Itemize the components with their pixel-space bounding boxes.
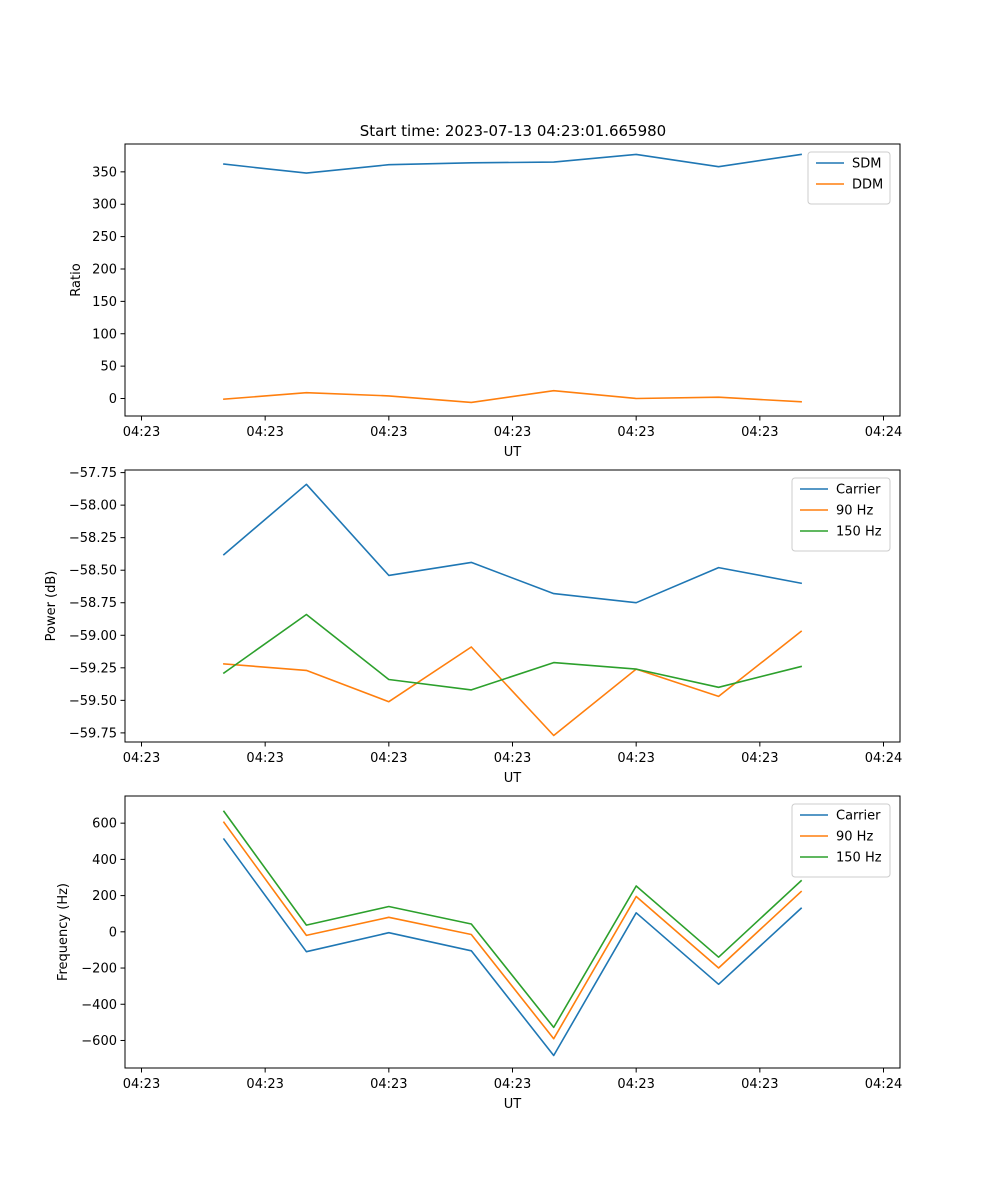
series-line-150-hz	[222, 613, 803, 691]
y-tick-label: −57.75	[69, 466, 117, 481]
x-tick-label: 04:23	[741, 751, 778, 766]
x-tick-label: 04:23	[741, 425, 778, 440]
series-line-carrier	[222, 837, 803, 1057]
x-axis-label: UT	[504, 771, 522, 786]
x-tick-label: 04:23	[494, 751, 531, 766]
legend-label: 90 Hz	[836, 830, 873, 845]
y-tick-label: 0	[109, 392, 117, 407]
legend-label: 150 Hz	[836, 525, 882, 540]
x-tick-label: 04:23	[494, 1077, 531, 1092]
y-tick-label: −59.25	[69, 661, 117, 676]
x-tick-label: 04:23	[494, 425, 531, 440]
x-tick-label: 04:23	[370, 751, 407, 766]
y-tick-label: −58.75	[69, 596, 117, 611]
x-tick-label: 04:23	[123, 425, 160, 440]
x-tick-label: 04:24	[865, 751, 902, 766]
series-line-90-hz	[223, 630, 803, 737]
series-line-90-hz	[222, 821, 803, 1040]
y-axis-label: Ratio	[69, 263, 84, 296]
x-tick-label: 04:23	[123, 1077, 160, 1092]
legend-label: SDM	[852, 157, 881, 172]
y-axis-label: Power (dB)	[44, 571, 59, 642]
x-axis-label: UT	[504, 1097, 522, 1112]
y-axis-label: Frequency (Hz)	[56, 883, 71, 981]
x-tick-label: 04:24	[865, 1077, 902, 1092]
series-line-ddm	[223, 389, 802, 404]
power-axes: 04:23 04:23 04:23 04:23 04:23 04:23 04:24 −57.7…	[44, 466, 902, 786]
series-line-carrier	[222, 483, 803, 604]
y-tick-label: 300	[92, 198, 117, 213]
x-axis-label: UT	[504, 445, 522, 460]
x-tick-label: 04:23	[617, 751, 654, 766]
series-line-sdm	[223, 153, 803, 174]
y-tick-label: −59.00	[69, 629, 117, 644]
x-tick-label: 04:23	[246, 751, 283, 766]
legend-label: Carrier	[836, 809, 881, 824]
x-tick-label: 04:23	[246, 1077, 283, 1092]
y-tick-label: 150	[92, 295, 117, 310]
y-tick-label: 250	[92, 230, 117, 245]
y-tick-label: −58.50	[69, 564, 117, 579]
y-tick-label: −58.25	[69, 531, 117, 546]
y-tick-label: −58.00	[69, 499, 117, 514]
y-tick-label: −59.75	[69, 726, 117, 741]
y-tick-label: −200	[81, 962, 117, 977]
x-tick-label: 04:23	[123, 751, 160, 766]
figure-title: Start time: 2023-07-13 04:23:01.665980	[360, 122, 666, 140]
y-tick-label: 600	[92, 817, 117, 832]
y-tick-label: 100	[92, 327, 117, 342]
y-tick-label: −400	[81, 998, 117, 1013]
series-line-150-hz	[222, 810, 803, 1029]
x-tick-label: 04:23	[246, 425, 283, 440]
y-tick-label: 200	[92, 889, 117, 904]
y-tick-label: 200	[92, 262, 117, 277]
y-tick-label: 50	[100, 360, 117, 375]
legend-box	[791, 477, 891, 552]
legend-label: 150 Hz	[836, 851, 882, 866]
legend-label: Carrier	[836, 483, 881, 498]
frequency-axes: 04:23 04:23 04:23 04:23 04:23 04:23 04:24 600 40…	[56, 795, 902, 1112]
y-tick-label: 400	[92, 853, 117, 868]
x-tick-label: 04:23	[370, 1077, 407, 1092]
y-tick-label: −59.50	[69, 694, 117, 709]
y-tick-label: 350	[92, 165, 117, 180]
x-tick-label: 04:23	[370, 425, 407, 440]
legend-box	[807, 151, 891, 205]
legend: Carrier 90 Hz 150 Hz	[791, 803, 891, 878]
legend-box	[791, 803, 891, 878]
y-tick-label: −600	[81, 1034, 117, 1049]
ratio-axes: 04:23 04:23 04:23 04:23 04:23 04:23 04:24 0 50 10…	[69, 143, 902, 460]
x-tick-label: 04:23	[741, 1077, 778, 1092]
x-tick-label: 04:23	[617, 1077, 654, 1092]
legend: SDM DDM	[807, 151, 891, 205]
x-tick-label: 04:24	[865, 425, 902, 440]
legend-label: 90 Hz	[836, 504, 873, 519]
legend: Carrier 90 Hz 150 Hz	[791, 477, 891, 552]
y-tick-label: 0	[109, 925, 117, 940]
x-tick-label: 04:23	[617, 425, 654, 440]
legend-label: DDM	[852, 178, 883, 193]
